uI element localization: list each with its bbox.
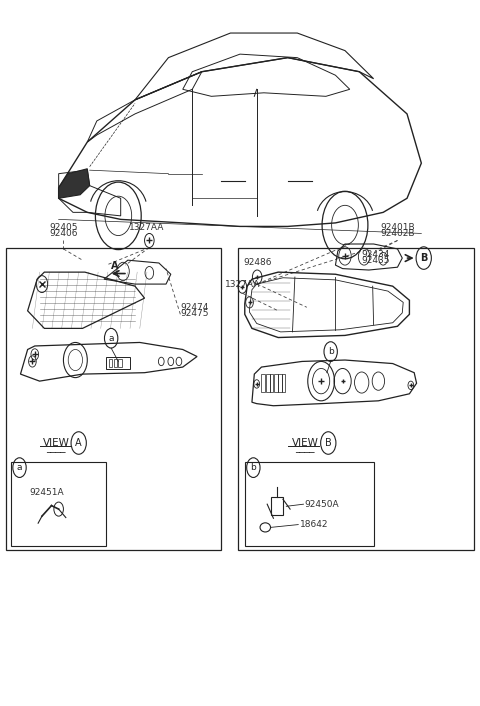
Text: 92402B: 92402B bbox=[380, 229, 415, 239]
Text: VIEW: VIEW bbox=[43, 438, 70, 448]
Text: 92486: 92486 bbox=[243, 258, 271, 267]
Text: b: b bbox=[251, 463, 256, 472]
Text: a: a bbox=[17, 463, 22, 472]
Text: 92475: 92475 bbox=[180, 309, 209, 318]
Text: a: a bbox=[108, 334, 114, 342]
Text: 92450A: 92450A bbox=[304, 500, 339, 509]
Text: 92401B: 92401B bbox=[380, 223, 415, 232]
Text: ____: ____ bbox=[47, 443, 66, 453]
Text: 1327AA: 1327AA bbox=[129, 223, 165, 232]
Text: B: B bbox=[325, 438, 332, 448]
Text: 1327AA: 1327AA bbox=[225, 280, 260, 289]
Text: 92435: 92435 bbox=[362, 256, 390, 265]
Text: A: A bbox=[75, 438, 82, 448]
Text: B: B bbox=[420, 253, 427, 263]
Text: 92474: 92474 bbox=[180, 303, 209, 312]
Text: 92434: 92434 bbox=[362, 251, 390, 260]
Text: 92405: 92405 bbox=[49, 223, 78, 232]
Text: ____: ____ bbox=[295, 443, 315, 453]
Text: 18642: 18642 bbox=[300, 520, 328, 529]
Text: 92451A: 92451A bbox=[29, 488, 64, 497]
Text: VIEW: VIEW bbox=[291, 438, 318, 448]
Text: b: b bbox=[328, 347, 334, 356]
Polygon shape bbox=[59, 169, 90, 198]
Text: 92406: 92406 bbox=[49, 229, 78, 239]
Text: A: A bbox=[111, 261, 118, 271]
